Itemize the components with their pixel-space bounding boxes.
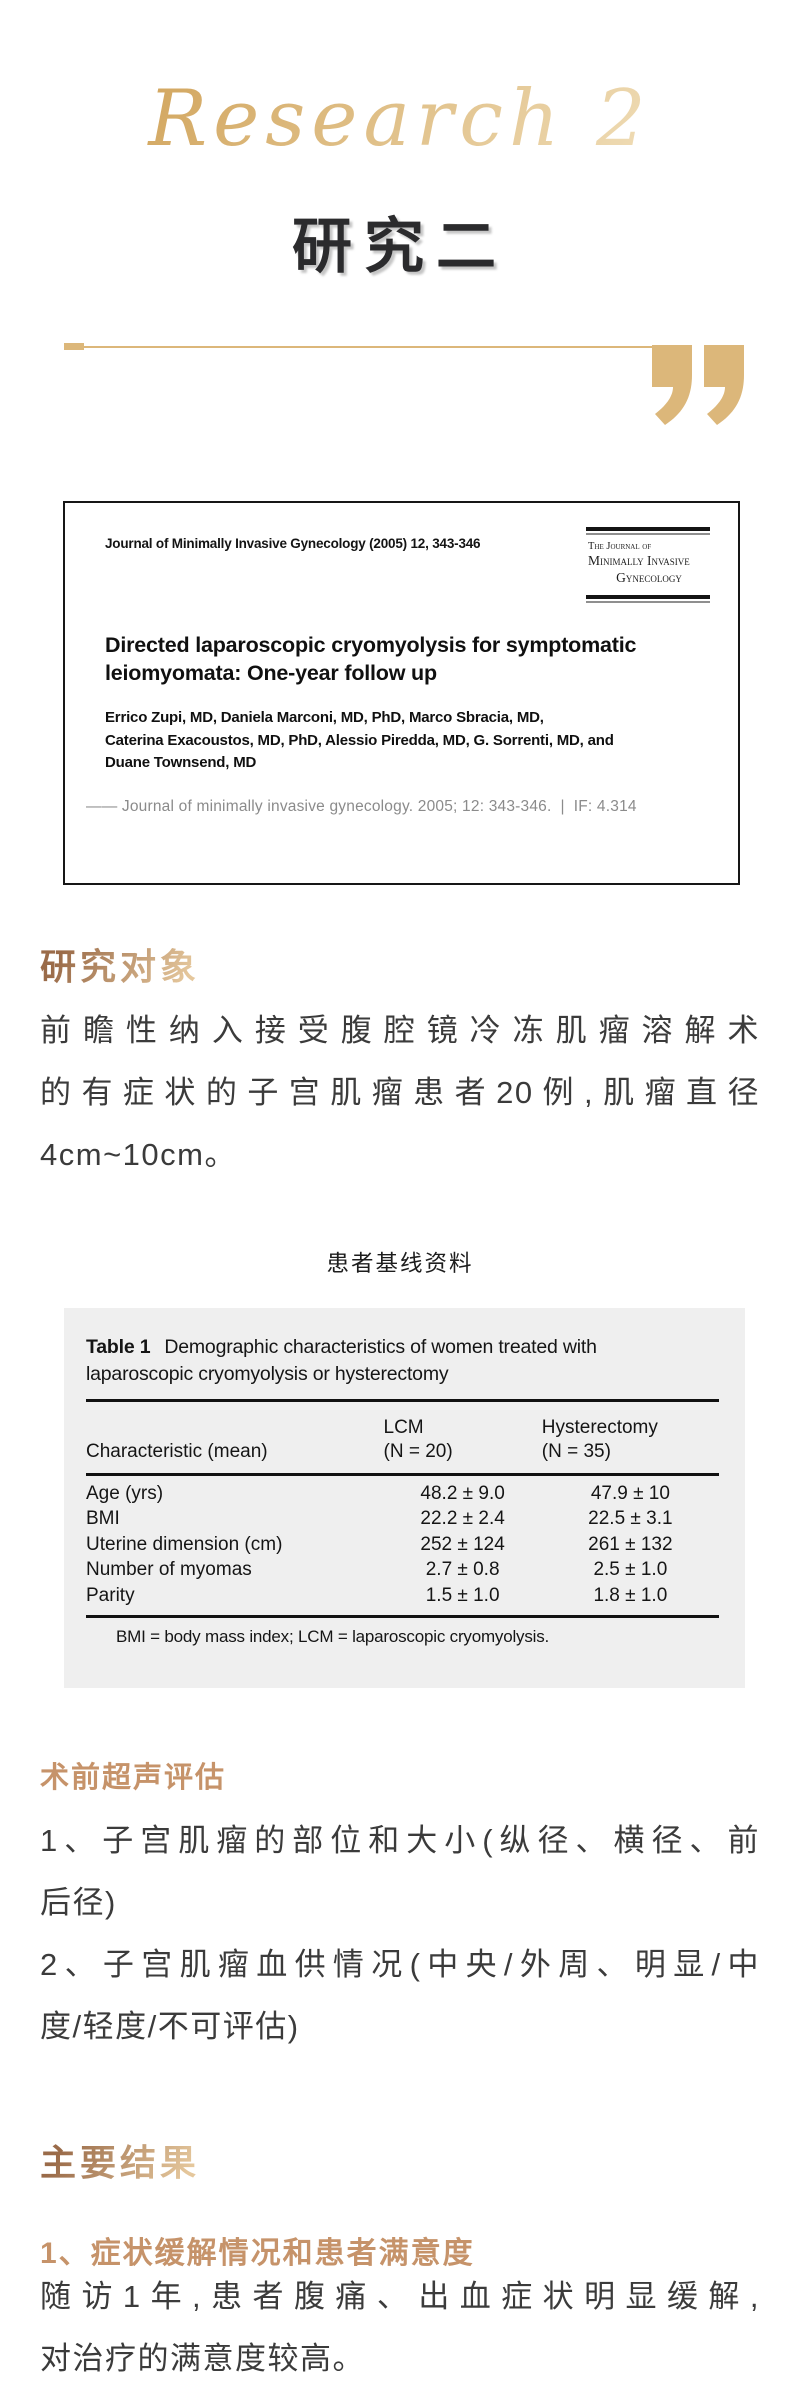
paragraph-line: 前瞻性纳入接受腹腔镜冷冻肌瘤溶解术: [40, 1013, 760, 1048]
paragraph-line: 的有症状的子宫肌瘤患者20例,肌瘤直径: [40, 1075, 760, 1110]
demographics-table: Table 1 Demographic characteristics of wo…: [64, 1308, 745, 1688]
logo-rule-top-thin: [586, 532, 710, 535]
table-rule-top: [86, 1399, 719, 1402]
table-footnote: BMI = body mass index; LCM = laparoscopi…: [116, 1626, 550, 1646]
article-title: Directed laparoscopic cryomyolysis for s…: [105, 631, 685, 688]
results-paragraph: 随访1年,患者腹痛、出血症状明显缓解, 对治疗的满意度较高。: [40, 2266, 760, 2390]
journal-card: Journal of Minimally Invasive Gynecology…: [63, 501, 740, 885]
table-row: Number of myomas 2.7 ± 0.8 2.5 ± 1.0: [86, 1559, 668, 1580]
divider-cap: [64, 343, 84, 350]
divider-line: [84, 345, 656, 348]
table-header-hysterectomy: Hysterectomy (N = 35): [541, 1417, 658, 1462]
table-header-lcm: LCM (N = 20): [383, 1417, 453, 1462]
table-header-characteristic: Characteristic (mean): [86, 1441, 268, 1462]
article-title-line2: leiomyomata: One-year follow up: [105, 661, 437, 686]
table-rule-mid: [86, 1473, 719, 1476]
logo-rule-top-thick: [586, 527, 710, 531]
authors-line2: Caterina Exacoustos, MD, PhD, Alessio Pi…: [105, 731, 614, 749]
table-row: Parity 1.5 ± 1.0 1.8 ± 1.0: [86, 1584, 668, 1606]
journal-logo-line3: Gynecology: [616, 569, 682, 585]
section-heading-study-subjects: 研究对象: [40, 938, 200, 990]
ultrasound-list: 1、子宫肌瘤的部位和大小(纵径、横径、前 后径) 2、子宫肌瘤血供情况(中央/外…: [40, 1810, 760, 2058]
journal-logo-text: The Journal of Minimally Invasive Gyneco…: [588, 541, 710, 587]
list-item-line: 1、子宫肌瘤的部位和大小(纵径、横径、前: [40, 1823, 760, 1858]
list-item-line: 度/轻度/不可评估): [40, 2009, 300, 2044]
page-title-cn: 研究二: [292, 214, 508, 280]
article-authors: Errico Zupi, MD, Daniela Marconi, MD, Ph…: [105, 707, 710, 775]
section-heading-ultrasound: 术前超声评估: [40, 1762, 227, 1794]
table-caption-label: Table 1: [86, 1336, 151, 1358]
paragraph-line: 4cm~10cm。: [40, 1137, 237, 1172]
table-row: Uterine dimension (cm) 252 ± 124 261 ± 1…: [86, 1533, 673, 1555]
table-body: Age (yrs) 48.2 ± 9.0 47.9 ± 10 BMI 22.2 …: [86, 1476, 719, 1616]
list-item-line: 后径): [40, 1885, 117, 1920]
article-title-line1: Directed laparoscopic cryomyolysis for s…: [105, 632, 637, 657]
journal-logo-line1: The Journal of: [588, 540, 652, 552]
paragraph-line: 对治疗的满意度较高。: [40, 2341, 365, 2376]
authors-line1: Errico Zupi, MD, Daniela Marconi, MD, Ph…: [105, 709, 544, 727]
table-row: Age (yrs) 48.2 ± 9.0 47.9 ± 10: [86, 1482, 670, 1504]
journal-logo-line2: Minimally Invasive: [588, 553, 690, 569]
authors-line3: Duane Townsend, MD: [105, 754, 257, 772]
logo-rule-bottom-thick: [586, 595, 710, 599]
quote-icon: [652, 345, 746, 430]
divider: [0, 343, 800, 429]
baseline-caption: 患者基线资料: [326, 1251, 474, 1276]
table-caption: Table 1 Demographic characteristics of wo…: [86, 1334, 661, 1388]
journal-card-header: Journal of Minimally Invasive Gynecology…: [105, 527, 710, 603]
table-caption-text: Demographic characteristics of women tre…: [86, 1336, 597, 1385]
page-title-script: Research 2: [0, 74, 800, 164]
journal-logo: The Journal of Minimally Invasive Gyneco…: [586, 527, 710, 603]
logo-rule-bottom-thin: [586, 600, 710, 603]
study-subjects-paragraph: 前瞻性纳入接受腹腔镜冷冻肌瘤溶解术 的有症状的子宫肌瘤患者20例,肌瘤直径 4c…: [40, 1000, 760, 1186]
table-rule-bottom: [86, 1615, 719, 1618]
list-item-line: 2、子宫肌瘤血供情况(中央/外周、明显/中: [40, 1947, 760, 1982]
journal-reference: Journal of Minimally Invasive Gynecology…: [105, 536, 481, 551]
paragraph-line: 随访1年,患者腹痛、出血症状明显缓解,: [40, 2279, 760, 2314]
subsection-heading-symptom-relief: 1、症状缓解情况和患者满意度: [40, 2237, 475, 2270]
journal-citation: —— Journal of minimally invasive gynecol…: [86, 797, 637, 815]
section-heading-main-results: 主要结果: [40, 2134, 200, 2186]
table-header-row: Characteristic (mean) LCM (N = 20) Hyste…: [86, 1402, 719, 1464]
table-row: BMI 22.2 ± 2.4 22.5 ± 3.1: [86, 1508, 673, 1529]
